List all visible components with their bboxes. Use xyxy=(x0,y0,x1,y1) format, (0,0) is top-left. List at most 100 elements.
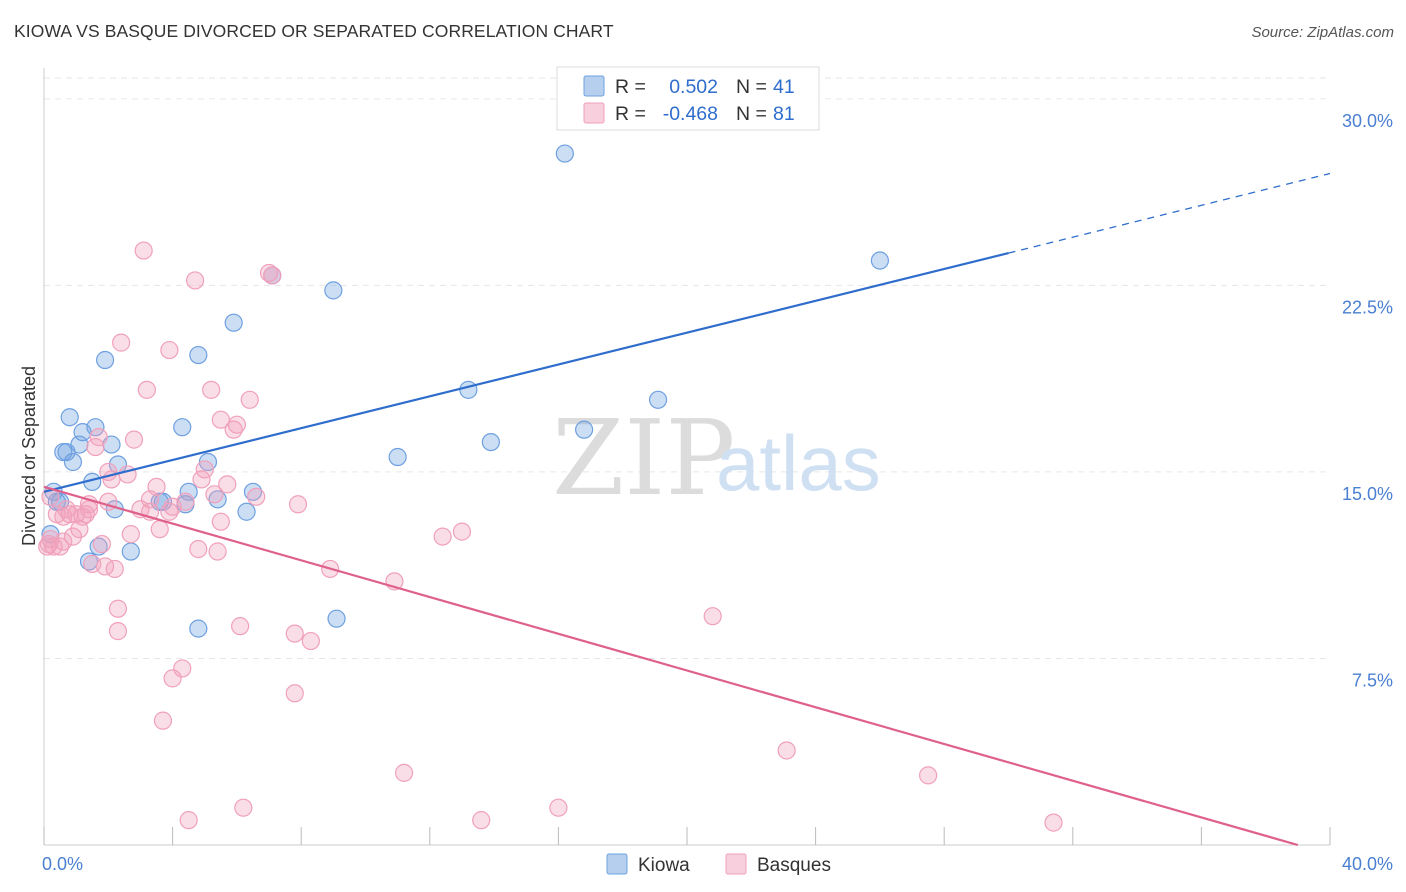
basques-point-58 xyxy=(263,266,282,285)
basques-point-69 xyxy=(549,798,568,817)
axes xyxy=(43,68,1331,846)
basques-point-57 xyxy=(259,263,279,283)
kiowa-point-18 xyxy=(121,542,140,561)
basques-point-65 xyxy=(394,763,414,782)
basques-point-21 xyxy=(105,559,124,579)
y-tick-label-2: 22.5% xyxy=(1342,297,1393,317)
basques-point-22 xyxy=(108,599,128,618)
kiowa-n-label: N = xyxy=(736,76,767,98)
basques-trendline xyxy=(43,485,1299,847)
kiowa-point-28 xyxy=(224,313,243,332)
basques-point-16 xyxy=(89,428,108,447)
basques-r-value: -0.468 xyxy=(663,103,718,125)
kiowa-point-38 xyxy=(575,420,594,439)
basques-point-48 xyxy=(211,512,230,531)
basques-point-73 xyxy=(1044,813,1063,832)
kiowa-point-7 xyxy=(63,452,83,472)
watermark: ZIP atlas xyxy=(552,397,881,519)
basques-point-34 xyxy=(153,711,173,730)
basques-point-47 xyxy=(208,542,227,561)
kiowa-points xyxy=(41,144,890,638)
basques-point-66 xyxy=(433,527,452,546)
basques-r-label: R = xyxy=(615,103,646,125)
kiowa-point-32 xyxy=(324,281,343,300)
kiowa-n-value: 41 xyxy=(773,76,795,98)
basques-point-61 xyxy=(288,495,308,514)
basques-point-27 xyxy=(124,430,144,449)
basques-point-42 xyxy=(189,539,208,559)
basques-point-4 xyxy=(50,537,70,556)
basques-point-50 xyxy=(218,475,237,494)
basques-point-25 xyxy=(118,465,137,484)
basques-point-43 xyxy=(192,470,211,489)
x-tick-labels: 0.0% 40.0% xyxy=(42,854,1393,874)
basques-point-24 xyxy=(112,333,131,352)
basques-point-38 xyxy=(173,659,192,678)
basques-point-75 xyxy=(54,532,73,551)
y-tick-label-1: 15.0% xyxy=(1342,484,1393,504)
basques-point-33 xyxy=(150,520,169,539)
kiowa-point-27 xyxy=(208,490,227,509)
basques-point-45 xyxy=(202,380,221,399)
basques-point-41 xyxy=(186,271,205,290)
series-legend: Kiowa Basques xyxy=(606,853,831,876)
basques-point-46 xyxy=(205,485,224,504)
kiowa-r-label: R = xyxy=(615,76,646,98)
basques-point-54 xyxy=(234,798,253,817)
basques-point-52 xyxy=(227,415,246,434)
basques-point-60 xyxy=(285,684,304,703)
basques-point-30 xyxy=(137,380,156,399)
basques-legend-label: Basques xyxy=(757,855,831,876)
y-tick-label-3: 30.0% xyxy=(1342,111,1393,131)
kiowa-legend-label: Kiowa xyxy=(638,855,690,876)
basques-point-32 xyxy=(147,477,166,496)
kiowa-point-25 xyxy=(189,619,208,638)
basques-n-value: 81 xyxy=(773,103,795,125)
basques-point-36 xyxy=(160,340,179,360)
basques-point-68 xyxy=(472,811,491,830)
kiowa-point-39 xyxy=(648,390,668,409)
basques-point-71 xyxy=(777,741,796,760)
basques-point-53 xyxy=(231,617,250,636)
kiowa-trendline-projection xyxy=(1008,172,1331,254)
kiowa-point-30 xyxy=(243,482,263,501)
x-tick-label-0: 0.0% xyxy=(42,854,83,874)
kiowa-point-12 xyxy=(86,418,105,437)
kiowa-point-35 xyxy=(459,380,478,399)
kiowa-r-value: 0.502 xyxy=(669,76,718,98)
stats-legend: R = 0.502 N = 41 R = -0.468 N = 81 xyxy=(556,66,820,131)
basques-point-67 xyxy=(452,522,472,541)
basques-point-51 xyxy=(224,420,243,439)
basques-point-44 xyxy=(195,460,214,479)
basques-point-56 xyxy=(247,487,266,506)
kiowa-point-23 xyxy=(173,418,192,437)
watermark-zip: ZIP xyxy=(552,397,735,519)
basques-legend-swatch xyxy=(725,853,747,875)
basques-point-59 xyxy=(285,624,304,643)
kiowa-point-29 xyxy=(237,502,256,521)
kiowa-point-36 xyxy=(481,432,500,452)
basques-point-15 xyxy=(86,437,105,457)
kiowa-trendline xyxy=(43,252,1009,493)
kiowa-point-14 xyxy=(95,350,115,370)
y-tick-label-0: 7.5% xyxy=(1352,670,1393,690)
kiowa-point-13 xyxy=(89,537,108,556)
basques-point-72 xyxy=(919,766,938,785)
basques-point-79 xyxy=(163,497,182,516)
trendlines xyxy=(43,172,1331,847)
kiowa-point-34 xyxy=(388,447,407,467)
basques-swatch xyxy=(583,102,605,124)
kiowa-legend-swatch xyxy=(606,853,628,875)
basques-point-6 xyxy=(57,500,76,519)
source-label: Source: ZipAtlas.com xyxy=(1251,24,1394,41)
kiowa-point-40 xyxy=(870,251,890,270)
kiowa-point-37 xyxy=(555,144,574,163)
basques-point-23 xyxy=(108,622,128,641)
gridlines xyxy=(44,77,1330,659)
basques-point-8 xyxy=(63,527,83,546)
basques-point-29 xyxy=(134,241,153,260)
kiowa-point-22 xyxy=(179,482,198,501)
basques-point-55 xyxy=(240,390,259,409)
basques-points xyxy=(38,241,1063,832)
basques-point-12 xyxy=(76,505,95,524)
